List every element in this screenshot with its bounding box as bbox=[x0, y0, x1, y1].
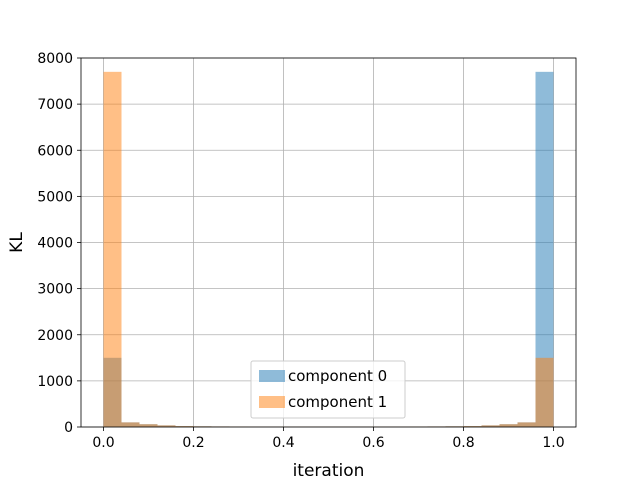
y-axis-label: KL bbox=[7, 232, 27, 253]
x-axis-label: iteration bbox=[293, 461, 365, 480]
legend-swatch-component-1 bbox=[259, 396, 285, 408]
bar-series-1-bin-24 bbox=[535, 357, 554, 427]
x-tick-label-1: 0.2 bbox=[182, 435, 204, 451]
x-tick-label-3: 0.6 bbox=[362, 435, 384, 451]
legend-label-component-1: component 1 bbox=[288, 393, 387, 411]
y-tick-label-1: 1000 bbox=[37, 374, 73, 390]
bar-series-1-bin-3 bbox=[157, 425, 176, 427]
x-tick-label-2: 0.4 bbox=[272, 435, 294, 451]
y-tick-label-3: 3000 bbox=[37, 282, 73, 298]
x-tick-label-0: 0.0 bbox=[92, 435, 114, 451]
bar-series-1-bin-4 bbox=[175, 426, 194, 427]
y-tick-label-8: 8000 bbox=[37, 51, 73, 67]
legend-swatch-component-0 bbox=[259, 370, 285, 382]
x-axis-ticks: 0.0 0.2 0.4 0.6 0.8 1.0 bbox=[92, 427, 565, 451]
bar-series-1-bin-23 bbox=[517, 422, 536, 427]
legend: component 0 component 1 bbox=[250, 360, 406, 419]
bar-series-1-bin-2 bbox=[139, 424, 158, 427]
y-tick-label-5: 5000 bbox=[37, 189, 73, 205]
y-tick-label-6: 6000 bbox=[37, 143, 73, 159]
x-tick-label-5: 1.0 bbox=[542, 435, 564, 451]
y-tick-label-2: 2000 bbox=[37, 328, 73, 344]
bar-series-1-bin-0 bbox=[103, 71, 122, 428]
y-tick-label-0: 0 bbox=[64, 420, 73, 436]
bar-series-0-bin-24 bbox=[535, 71, 554, 428]
bar-series-1-bin-20 bbox=[463, 426, 482, 427]
y-tick-label-7: 7000 bbox=[37, 97, 73, 113]
legend-label-component-0: component 0 bbox=[288, 367, 387, 385]
bar-series-1-bin-21 bbox=[481, 425, 500, 427]
y-axis-ticks: 0 1000 2000 3000 4000 5000 6000 7000 8000 bbox=[37, 51, 81, 436]
x-tick-label-4: 0.8 bbox=[452, 435, 474, 451]
y-tick-label-4: 4000 bbox=[37, 236, 73, 252]
bar-series-1-bin-22 bbox=[499, 424, 518, 427]
bar-series-1-bin-1 bbox=[121, 422, 140, 427]
legend-box bbox=[250, 360, 406, 419]
